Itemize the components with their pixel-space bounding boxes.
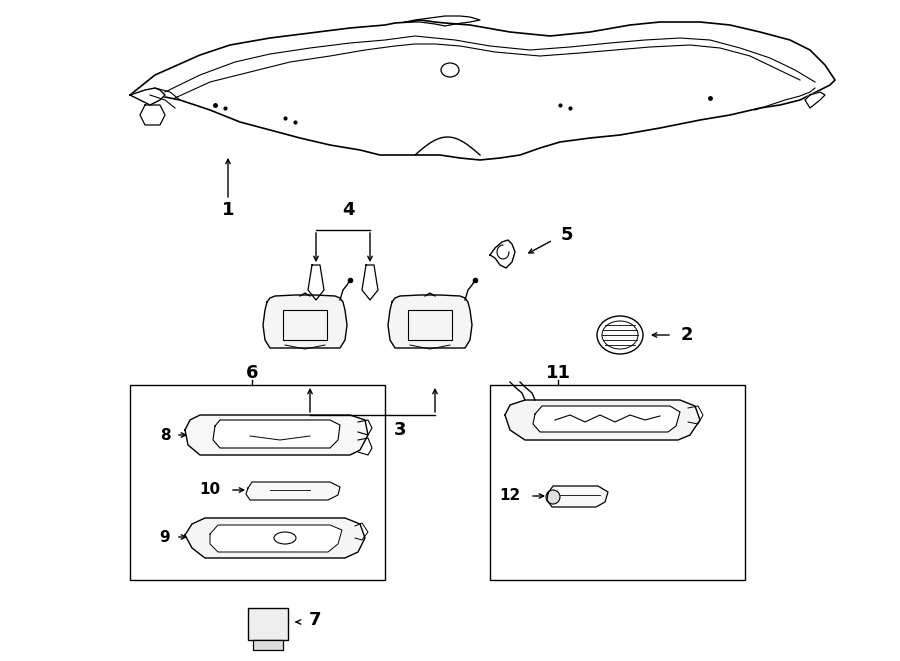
Text: 3: 3	[394, 421, 406, 439]
Ellipse shape	[597, 316, 643, 354]
Bar	[130, 385, 385, 580]
Text: 6: 6	[246, 364, 258, 382]
Text: 9: 9	[159, 529, 170, 545]
Text: 8: 8	[159, 428, 170, 442]
Polygon shape	[263, 295, 347, 348]
Polygon shape	[388, 295, 472, 348]
Polygon shape	[490, 240, 515, 268]
Text: 12: 12	[500, 488, 520, 504]
Ellipse shape	[546, 490, 560, 504]
Polygon shape	[308, 265, 324, 300]
Polygon shape	[130, 20, 835, 160]
Text: 10: 10	[200, 483, 220, 498]
Text: 1: 1	[221, 201, 234, 219]
Bar	[283, 310, 327, 340]
Bar	[490, 385, 745, 580]
Polygon shape	[210, 525, 342, 552]
Bar	[253, 640, 283, 650]
Polygon shape	[185, 518, 365, 558]
Text: 2: 2	[680, 326, 693, 344]
Polygon shape	[533, 406, 680, 432]
Text: 7: 7	[309, 611, 321, 629]
Polygon shape	[213, 420, 340, 448]
Text: 11: 11	[545, 364, 571, 382]
Polygon shape	[140, 105, 165, 125]
Text: 4: 4	[342, 201, 355, 219]
Polygon shape	[185, 415, 368, 455]
Polygon shape	[362, 265, 378, 300]
Polygon shape	[547, 486, 608, 507]
Polygon shape	[805, 92, 825, 108]
Bar	[248, 608, 288, 640]
Polygon shape	[130, 88, 165, 105]
Text: 5: 5	[561, 226, 573, 244]
Bar	[408, 310, 452, 340]
Polygon shape	[505, 400, 700, 440]
Polygon shape	[246, 482, 340, 500]
